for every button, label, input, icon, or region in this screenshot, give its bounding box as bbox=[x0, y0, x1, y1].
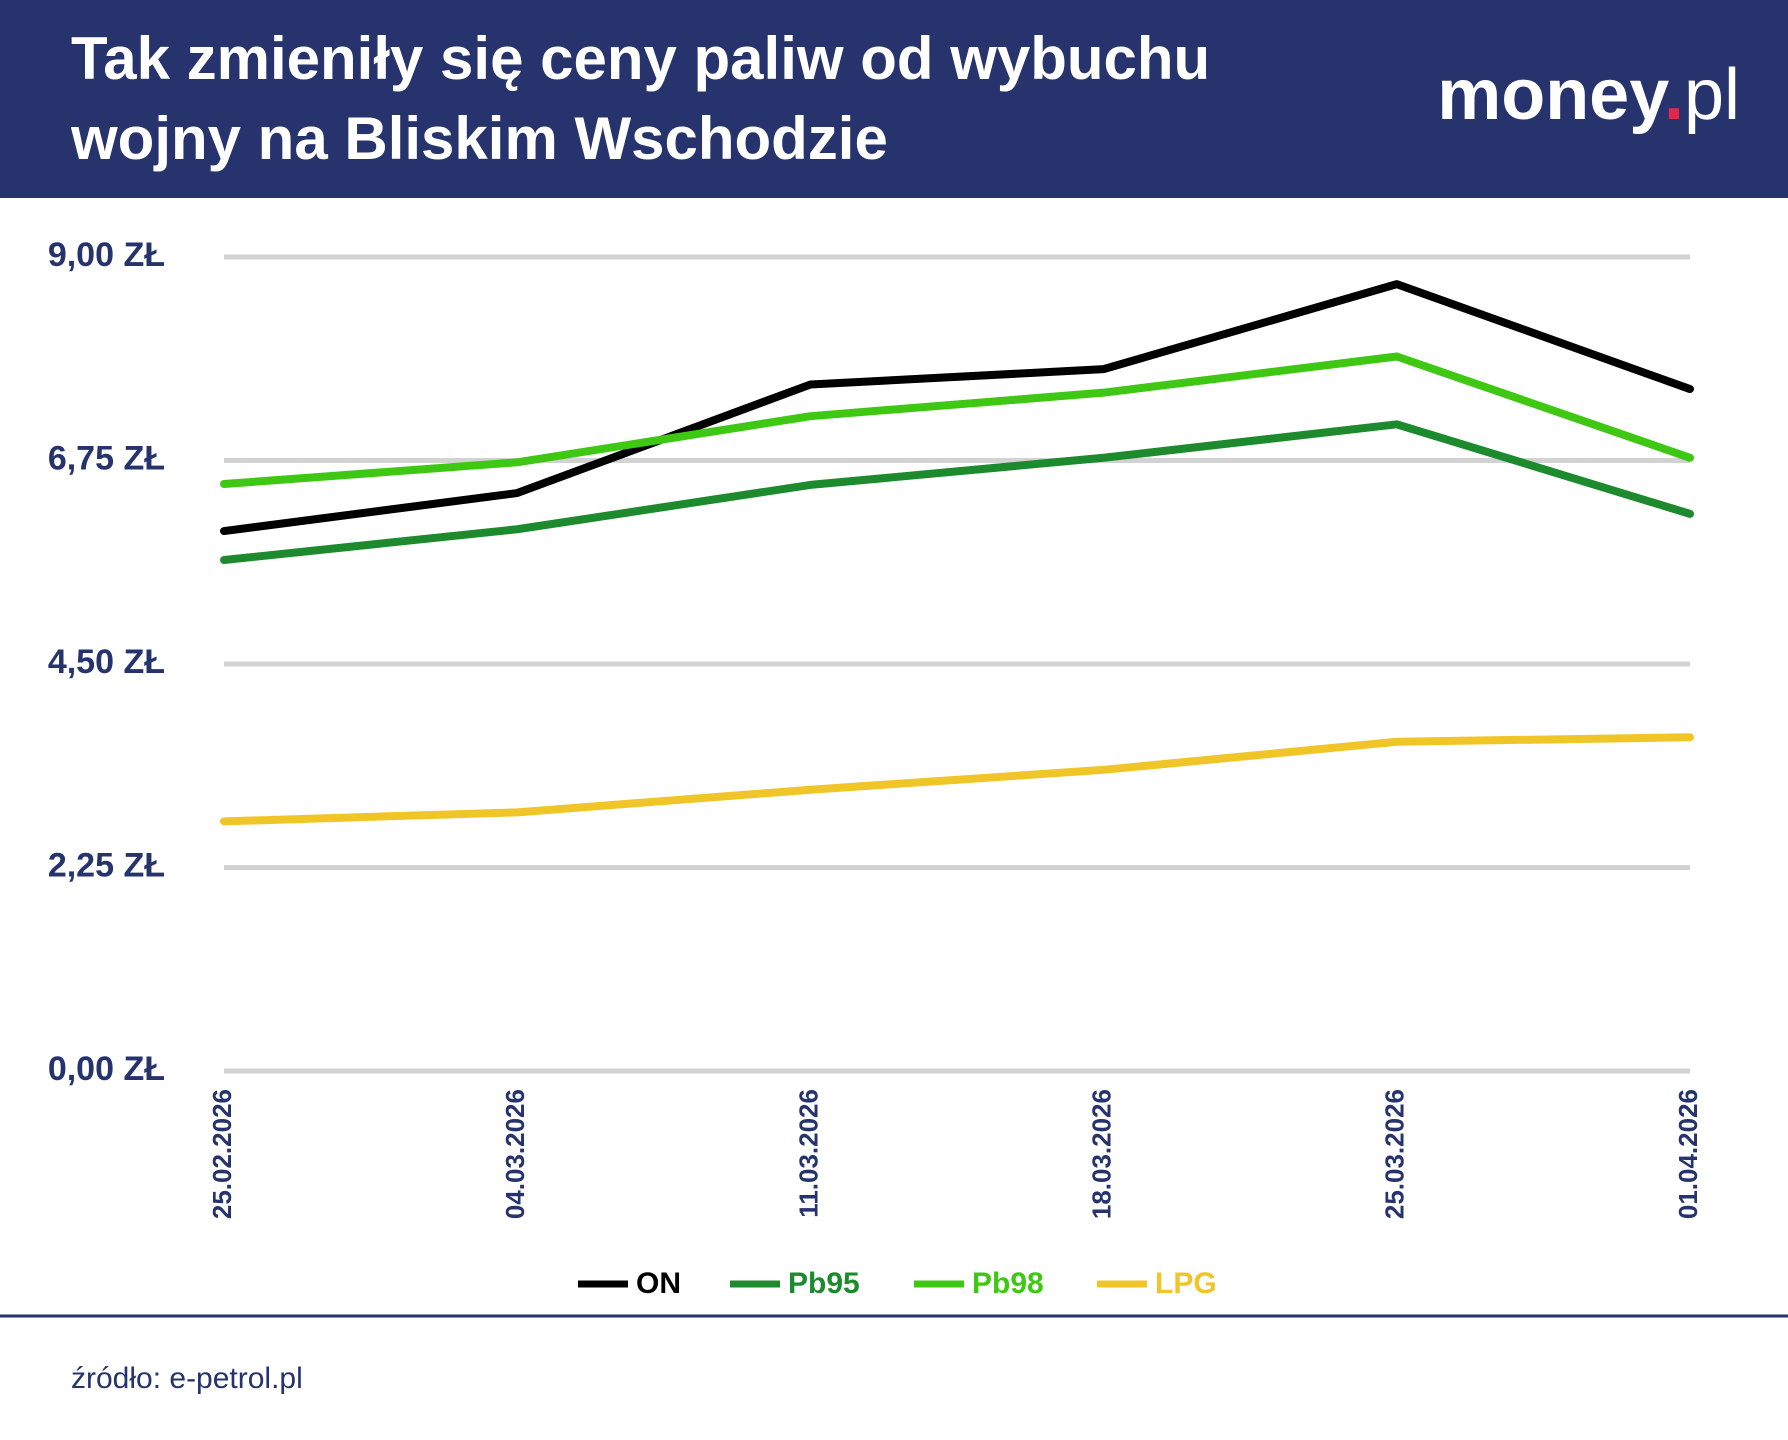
chart-title: wojny na Bliskim Wschodzie bbox=[70, 105, 888, 172]
logo-tld: pl bbox=[1684, 55, 1740, 135]
logo: money.pl bbox=[1437, 55, 1740, 135]
logo-name: money bbox=[1437, 55, 1669, 135]
x-tick-label: 01.04.2026 bbox=[1673, 1089, 1703, 1219]
legend-label: Pb98 bbox=[972, 1267, 1044, 1300]
series-line bbox=[220, 280, 1694, 536]
logo-dot: . bbox=[1664, 55, 1684, 135]
chart-title: Tak zmieniły się ceny paliw od wybuchu bbox=[71, 25, 1210, 92]
legend-label: LPG bbox=[1155, 1267, 1217, 1300]
x-tick-label: 18.03.2026 bbox=[1086, 1089, 1116, 1219]
x-tick-label: 11.03.2026 bbox=[793, 1089, 823, 1218]
header-band bbox=[0, 0, 1788, 198]
y-tick-label: 4,50 ZŁ bbox=[48, 643, 165, 681]
y-tick-label: 2,25 ZŁ bbox=[48, 846, 165, 884]
source: źródło: e-petrol.pl bbox=[71, 1362, 303, 1395]
y-tick-label: 0,00 ZŁ bbox=[48, 1050, 165, 1088]
y-tick-label: 9,00 ZŁ bbox=[48, 236, 165, 274]
x-tick-label: 25.02.2026 bbox=[207, 1089, 237, 1219]
series-line bbox=[220, 420, 1694, 564]
x-tick-label: 25.03.2026 bbox=[1380, 1089, 1410, 1219]
series-line bbox=[220, 733, 1694, 826]
y-tick-label: 6,75 ZŁ bbox=[48, 439, 165, 477]
x-tick-label: 04.03.2026 bbox=[500, 1089, 530, 1219]
series-line bbox=[220, 352, 1694, 489]
legend-label: ON bbox=[636, 1267, 681, 1300]
legend-label: Pb95 bbox=[788, 1267, 860, 1300]
